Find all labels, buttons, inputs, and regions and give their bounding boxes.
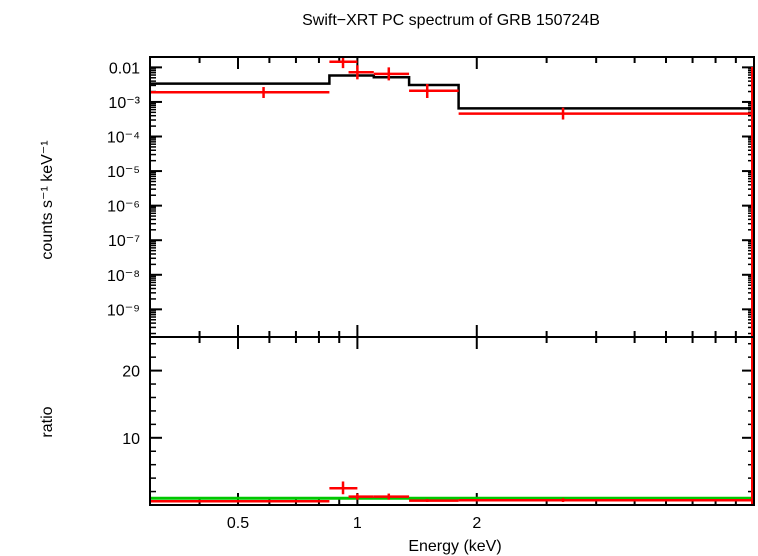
y-tick-label: 20 (122, 364, 140, 381)
model-step-line (150, 74, 754, 110)
bottom-panel-ratio: 10 20 0.5 1 2 (122, 336, 755, 532)
bottom-y-axis-label: ratio (39, 406, 56, 437)
y-tick-label: 10⁻⁸ (107, 268, 140, 285)
x-tick-label: 1 (353, 515, 362, 532)
y-tick-label: 10⁻⁹ (107, 302, 140, 319)
bottom-panel-frame (149, 336, 755, 506)
x-tick-label: 2 (472, 515, 481, 532)
chart-title: Swift−XRT PC spectrum of GRB 150724B (302, 12, 600, 29)
x-axis-label: Energy (keV) (408, 538, 501, 555)
top-panel-spectrum: 0.01 10⁻³ 10⁻⁴ 10⁻⁵ 10⁻⁶ 10⁻⁷ 10⁻⁸ 10⁻⁹ (107, 56, 755, 338)
top-y-axis-label: counts s⁻¹ keV⁻¹ (39, 140, 56, 259)
y-tick-label: 10⁻⁴ (107, 130, 140, 147)
top-panel-frame (149, 56, 755, 338)
y-tick-label: 10 (122, 431, 140, 448)
y-tick-label: 0.01 (109, 60, 140, 77)
y-tick-label: 10⁻⁷ (108, 233, 140, 250)
y-tick-label: 10⁻⁶ (107, 199, 140, 216)
x-tick-label: 0.5 (227, 515, 249, 532)
y-tick-label: 10⁻⁵ (107, 164, 140, 181)
y-tick-label: 10⁻³ (108, 95, 140, 112)
